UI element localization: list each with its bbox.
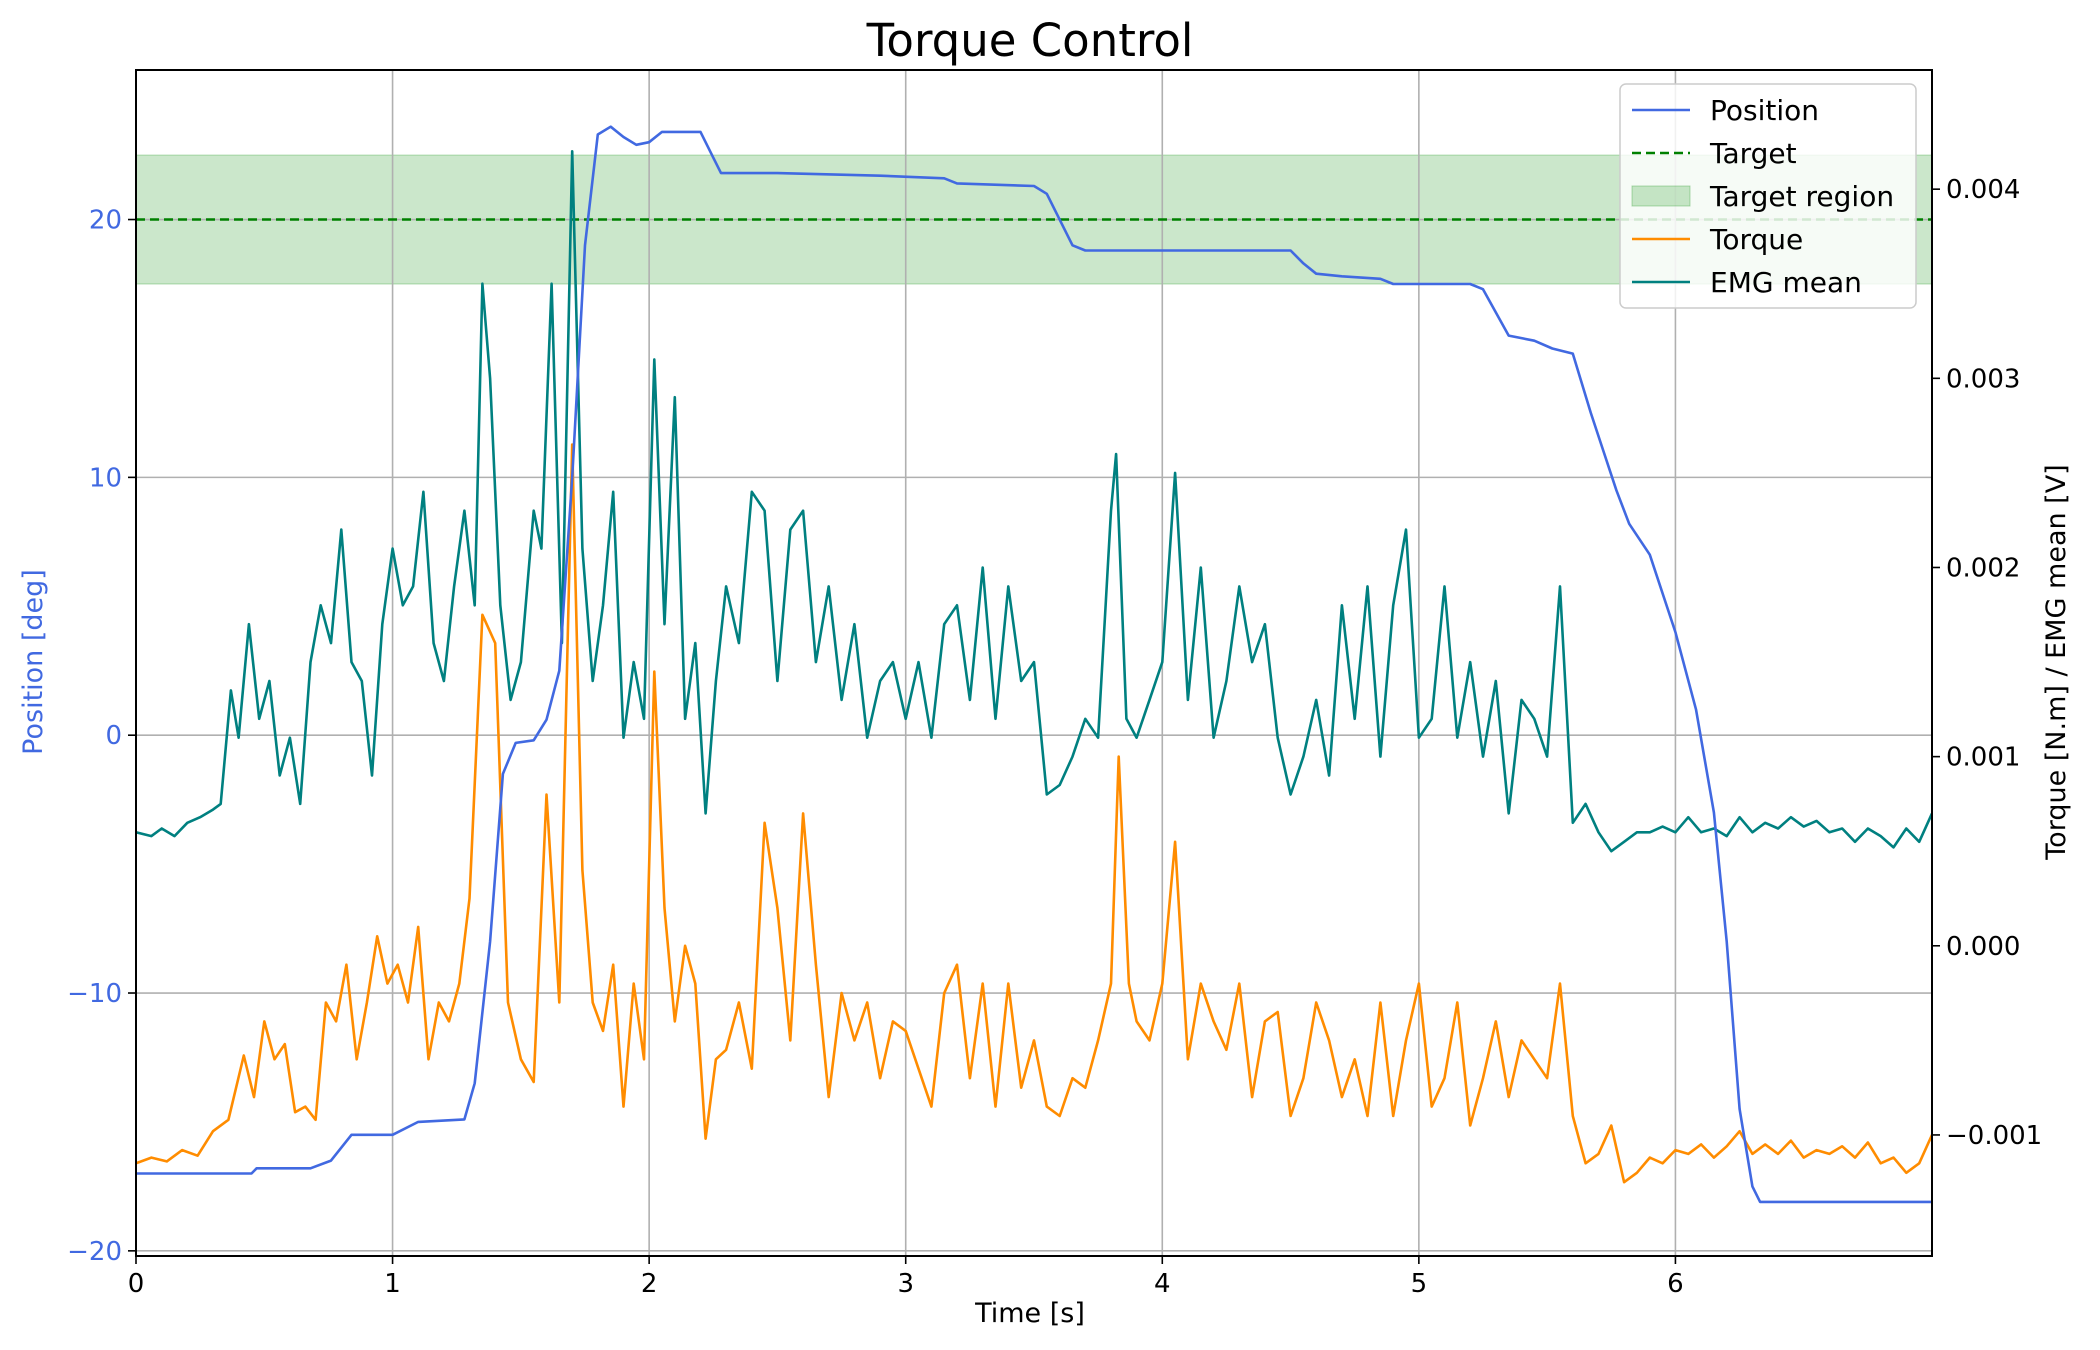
- series-position-line: [136, 125, 1932, 1204]
- y-axis-right-label: Torque [N.m] / EMG mean [V]: [2041, 464, 2072, 860]
- y-axis-left: −20 −10 0 10 20: [67, 206, 136, 1267]
- x-tick-label: 0: [128, 1269, 145, 1299]
- x-axis-label: Time [s]: [974, 1298, 1085, 1329]
- series-emg-mean-line: [136, 150, 1932, 853]
- x-tick-label: 2: [641, 1269, 658, 1299]
- y-right-tick-label: 0.003: [1946, 364, 2020, 394]
- y-right-tick-label: 0.002: [1946, 553, 2020, 583]
- y-right-tick-label: 0.000: [1946, 932, 2020, 962]
- legend-label: Torque: [1709, 223, 1803, 256]
- legend-swatch-patch: [1631, 185, 1691, 207]
- x-tick-label: 4: [1154, 1269, 1171, 1299]
- y-left-tick-label: −10: [67, 979, 122, 1009]
- legend-label: Position: [1710, 94, 1819, 127]
- x-tick-label: 6: [1667, 1269, 1684, 1299]
- plot-frame: [135, 69, 1933, 1257]
- y-right-tick-label: −0.001: [1946, 1121, 2042, 1151]
- y-axis-right: −0.001 0.000 0.001 0.002 0.003 0.004: [1932, 175, 2042, 1151]
- chart-title: Torque Control: [866, 14, 1194, 67]
- legend-label: Target region: [1709, 180, 1894, 213]
- legend-label: EMG mean: [1710, 266, 1862, 299]
- x-axis: 0 1 2 3 4 5 6: [128, 1256, 1684, 1299]
- x-tick-label: 1: [384, 1269, 401, 1299]
- y-right-tick-label: 0.004: [1946, 175, 2020, 205]
- y-left-tick-label: −20: [67, 1237, 122, 1267]
- series-group: [136, 125, 1932, 1204]
- y-left-tick-label: 20: [89, 206, 122, 236]
- y-right-tick-label: 0.001: [1946, 743, 2020, 773]
- x-tick-label: 5: [1411, 1269, 1428, 1299]
- y-axis-left-label: Position [deg]: [18, 569, 49, 755]
- legend-label: Target: [1709, 137, 1797, 170]
- series-torque-line: [136, 443, 1932, 1184]
- y-left-tick-label: 0: [105, 721, 122, 751]
- y-left-tick-label: 10: [89, 463, 122, 493]
- x-tick-label: 3: [897, 1269, 914, 1299]
- legend-box: [1619, 83, 1917, 309]
- chart-legend: Position Target Target region Torque EMG mea…: [1619, 83, 1917, 309]
